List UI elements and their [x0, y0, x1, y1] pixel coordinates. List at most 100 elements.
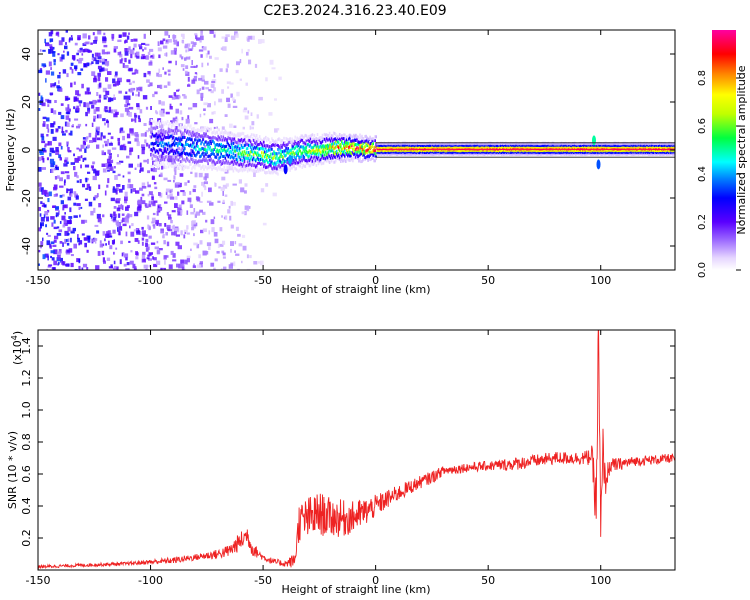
spectrogram-ridge-cell — [366, 144, 368, 148]
spectrogram-ridge-cell — [314, 141, 317, 145]
spectrogram-noise-cell — [271, 67, 276, 70]
spectrogram-ridge-cell — [242, 153, 245, 157]
spectrogram-ridge-cell — [213, 160, 215, 164]
spectrogram-noise-cell — [186, 43, 191, 47]
spectrogram-ridge-cell — [547, 150, 550, 154]
spectrogram-ridge-cell — [235, 158, 238, 162]
spectrogram-ridge-cell — [361, 139, 363, 143]
spectrogram-noise-cell — [199, 201, 203, 203]
spectrogram-ridge-cell — [408, 152, 411, 156]
spectrogram-noise-cell — [74, 157, 79, 163]
spectrogram-ridge-cell — [390, 152, 393, 156]
spectrogram-ridge-cell — [152, 120, 155, 124]
spectrogram-ridge-cell — [427, 150, 429, 154]
spectrogram-ridge-cell — [178, 153, 181, 157]
spectrogram-ridge-cell — [274, 169, 276, 173]
spectrogram-noise-cell — [46, 117, 50, 122]
spectrogram-ridge-cell — [247, 139, 250, 143]
spectrogram-noise-cell — [162, 166, 167, 169]
spectrogram-noise-cell — [179, 139, 182, 145]
spectrogram-noise-cell — [78, 265, 81, 270]
spectrogram-ridge-cell — [323, 145, 326, 149]
spectrogram-ridge-cell — [595, 151, 597, 154]
spectrogram-ridge-cell — [578, 142, 580, 146]
spectrogram-ridge-cell — [242, 132, 245, 136]
spectrogram-ridge-cell — [188, 132, 190, 136]
spectrogram-ridge-cell — [331, 134, 334, 138]
spectrogram-noise-cell — [50, 108, 54, 113]
spectrogram-noise-cell — [49, 158, 55, 164]
spectrogram-ridge-cell — [270, 145, 272, 149]
spectrogram-noise-cell — [91, 122, 94, 127]
spectrogram-noise-cell — [41, 147, 46, 152]
spectrogram-ridge-cell — [301, 145, 304, 149]
spectrogram-ridge-cell — [344, 142, 346, 146]
spectrogram-ridge-cell — [402, 141, 405, 145]
spectrogram-ridge-cell — [328, 154, 331, 158]
spectrogram-ridge-cell — [643, 152, 646, 156]
spectrogram-ridge-cell — [455, 152, 457, 156]
spectrogram-ridge-cell — [456, 147, 458, 151]
spectrogram-ridge-cell — [330, 159, 333, 163]
spectrogram-ridge-cell — [271, 156, 273, 160]
spectrogram-ridge-cell — [421, 143, 423, 147]
spectrogram-noise-cell — [234, 241, 237, 245]
spectrogram-ridge-cell — [598, 143, 600, 147]
spectrogram-noise-cell — [125, 231, 128, 237]
spectrogram-ridge-cell — [414, 145, 417, 149]
spectrogram-ridge-cell — [550, 147, 553, 151]
spectrogram-ridge-cell — [519, 149, 521, 153]
spectrogram-ridge-cell — [634, 148, 637, 152]
spectrogram-ridge-cell — [266, 139, 268, 143]
spectrogram-ridge-cell — [537, 142, 540, 146]
spectrogram-ridge-cell — [193, 159, 195, 162]
spectrogram-ridge-cell — [366, 138, 368, 142]
spectrogram-ridge-cell — [389, 142, 392, 146]
spectrogram-ridge-cell — [641, 149, 644, 153]
spectrogram-noise-cell — [120, 203, 123, 208]
spectrogram-ridge-cell — [298, 157, 300, 161]
spectrogram-noise-cell — [38, 249, 41, 253]
spectrogram-ridge-cell — [620, 145, 623, 149]
spectrogram-noise-cell — [204, 173, 209, 179]
spectrogram-ridge-cell — [315, 139, 318, 143]
spectrogram-ridge-cell — [193, 146, 195, 150]
spectrogram-ridge-cell — [611, 142, 613, 146]
spectrogram-noise-cell — [39, 49, 42, 52]
spectrogram-noise-cell — [100, 132, 103, 137]
spectrogram-noise-cell — [204, 80, 209, 85]
spectrogram-ridge-cell — [541, 150, 544, 154]
spectrogram-ridge-cell — [465, 144, 468, 148]
spectrogram-noise-cell — [222, 190, 224, 196]
spectrogram-noise-cell — [99, 60, 102, 63]
spectrogram-ridge-cell — [468, 144, 471, 147]
spectrogram-noise-cell — [162, 45, 168, 49]
spectrogram-ridge-cell — [263, 151, 265, 155]
spectrogram-ridge-cell — [655, 147, 657, 151]
spectrogram-ridge-cell — [425, 147, 427, 151]
spectrogram-noise-cell — [175, 234, 180, 237]
spectrogram-noise-cell — [38, 263, 40, 266]
spectrogram-ridge-cell — [263, 165, 265, 169]
spectrogram-ridge-cell — [587, 150, 589, 154]
spectrogram-ridge-cell — [272, 162, 274, 165]
spectrogram-noise-cell — [246, 254, 249, 259]
spectrogram-ridge-cell — [305, 153, 308, 156]
spectrogram-noise-cell — [40, 241, 44, 246]
spectrogram-noise-cell — [185, 49, 188, 53]
spectrogram-noise-cell — [55, 150, 60, 155]
spectrogram-ridge-cell — [345, 152, 347, 156]
spectrogram-ridge-cell — [519, 143, 521, 147]
spectrogram-ridge-cell — [649, 147, 652, 151]
spectrogram-ridge-cell — [433, 142, 435, 146]
spectrogram-ridge-cell — [609, 152, 611, 156]
spectrogram-ridge-cell — [526, 143, 528, 147]
spectrogram-noise-cell — [104, 59, 108, 63]
spectrogram-noise-cell — [235, 253, 240, 256]
spectrogram-ridge-cell — [419, 145, 421, 149]
spectrogram-ridge-cell — [193, 133, 195, 137]
spectrogram-ridge-cell — [422, 147, 424, 151]
spectrogram-ridge-cell — [538, 144, 541, 147]
spectrogram-noise-cell — [140, 56, 145, 60]
spectrogram-ridge-cell — [205, 132, 207, 136]
